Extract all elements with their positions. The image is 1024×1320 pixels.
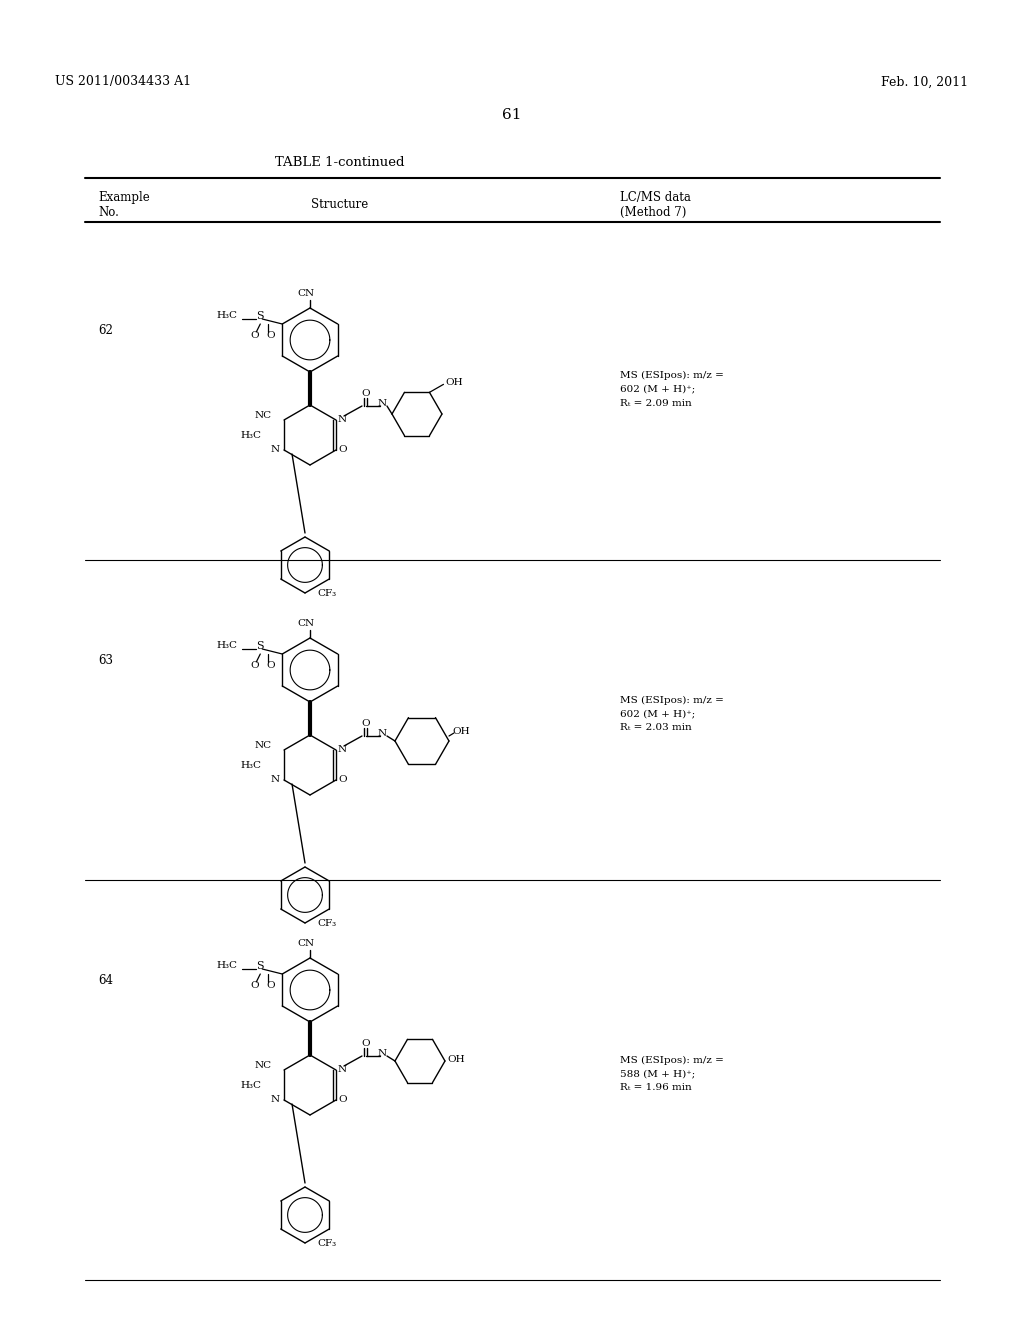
- Text: 61: 61: [502, 108, 522, 121]
- Text: OH: OH: [445, 378, 463, 387]
- Text: O: O: [250, 331, 259, 341]
- Text: S: S: [256, 642, 264, 651]
- Text: H₃C: H₃C: [240, 432, 261, 441]
- Text: US 2011/0034433 A1: US 2011/0034433 A1: [55, 75, 191, 88]
- Text: OH: OH: [452, 726, 470, 735]
- Text: 602 (M + H)⁺;: 602 (M + H)⁺;: [620, 710, 695, 718]
- Text: H₃C: H₃C: [216, 312, 238, 321]
- Text: Structure: Structure: [311, 198, 369, 210]
- Text: OH: OH: [447, 1055, 465, 1064]
- Text: O: O: [338, 1096, 346, 1105]
- Text: N: N: [270, 446, 280, 454]
- Text: Rₜ = 1.96 min: Rₜ = 1.96 min: [620, 1084, 692, 1093]
- Text: Feb. 10, 2011: Feb. 10, 2011: [881, 75, 968, 88]
- Text: CF₃: CF₃: [317, 589, 337, 598]
- Text: No.: No.: [98, 206, 119, 219]
- Text: N: N: [378, 1049, 386, 1059]
- Text: N: N: [378, 400, 386, 408]
- Text: NC: NC: [254, 411, 271, 420]
- Text: H₃C: H₃C: [240, 762, 261, 771]
- Text: O: O: [361, 719, 371, 729]
- Text: O: O: [338, 776, 346, 784]
- Text: O: O: [361, 389, 371, 399]
- Text: N: N: [338, 416, 347, 425]
- Text: MS (ESIpos): m/z =: MS (ESIpos): m/z =: [620, 371, 724, 380]
- Text: S: S: [256, 961, 264, 972]
- Text: CF₃: CF₃: [317, 1238, 337, 1247]
- Text: O: O: [250, 661, 259, 671]
- Text: 588 (M + H)⁺;: 588 (M + H)⁺;: [620, 1069, 695, 1078]
- Text: MS (ESIpos): m/z =: MS (ESIpos): m/z =: [620, 696, 724, 705]
- Text: O: O: [338, 446, 346, 454]
- Text: N: N: [270, 1096, 280, 1105]
- Text: S: S: [256, 312, 264, 321]
- Text: CN: CN: [297, 289, 314, 298]
- Text: Rₜ = 2.03 min: Rₜ = 2.03 min: [620, 723, 692, 733]
- Text: H₃C: H₃C: [216, 642, 238, 651]
- Text: N: N: [338, 746, 347, 755]
- Text: H₃C: H₃C: [240, 1081, 261, 1090]
- Text: CN: CN: [297, 940, 314, 949]
- Text: O: O: [266, 331, 274, 341]
- Text: O: O: [250, 982, 259, 990]
- Text: O: O: [361, 1040, 371, 1048]
- Text: N: N: [378, 730, 386, 738]
- Text: H₃C: H₃C: [216, 961, 238, 970]
- Text: N: N: [338, 1065, 347, 1074]
- Text: NC: NC: [254, 741, 271, 750]
- Text: CN: CN: [297, 619, 314, 628]
- Text: O: O: [266, 661, 274, 671]
- Text: 64: 64: [98, 974, 113, 986]
- Text: LC/MS data: LC/MS data: [620, 190, 691, 203]
- Text: TABLE 1-continued: TABLE 1-continued: [275, 157, 404, 169]
- Text: CF₃: CF₃: [317, 919, 337, 928]
- Text: MS (ESIpos): m/z =: MS (ESIpos): m/z =: [620, 1056, 724, 1064]
- Text: Example: Example: [98, 190, 150, 203]
- Text: (Method 7): (Method 7): [620, 206, 686, 219]
- Text: 602 (M + H)⁺;: 602 (M + H)⁺;: [620, 384, 695, 393]
- Text: 62: 62: [98, 323, 113, 337]
- Text: N: N: [270, 776, 280, 784]
- Text: 63: 63: [98, 653, 113, 667]
- Text: Rₜ = 2.09 min: Rₜ = 2.09 min: [620, 399, 692, 408]
- Text: NC: NC: [254, 1060, 271, 1069]
- Text: O: O: [266, 982, 274, 990]
